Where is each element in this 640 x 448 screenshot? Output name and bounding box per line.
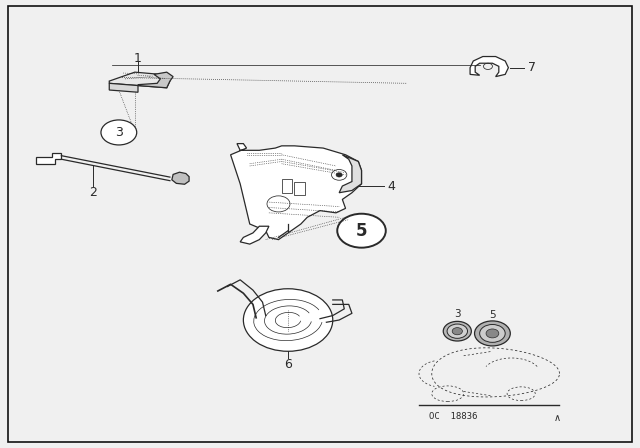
Text: 6: 6 bbox=[284, 358, 292, 371]
Bar bbox=[282, 179, 292, 193]
Polygon shape bbox=[470, 56, 508, 77]
Text: 3: 3 bbox=[115, 126, 123, 139]
Circle shape bbox=[452, 327, 463, 335]
Text: ∧: ∧ bbox=[554, 413, 561, 423]
Circle shape bbox=[447, 324, 467, 338]
Polygon shape bbox=[109, 83, 138, 92]
Text: 3: 3 bbox=[454, 309, 461, 319]
Circle shape bbox=[243, 289, 333, 351]
Circle shape bbox=[336, 172, 342, 177]
Polygon shape bbox=[109, 72, 170, 88]
Circle shape bbox=[444, 321, 471, 341]
Text: 2: 2 bbox=[90, 186, 97, 199]
Text: 4: 4 bbox=[387, 180, 395, 193]
Polygon shape bbox=[138, 72, 173, 88]
Polygon shape bbox=[230, 144, 362, 240]
Text: 5: 5 bbox=[489, 310, 496, 320]
Bar bbox=[294, 181, 305, 195]
Text: OC  18836: OC 18836 bbox=[429, 412, 477, 421]
Polygon shape bbox=[36, 152, 61, 164]
Circle shape bbox=[479, 324, 505, 342]
Polygon shape bbox=[339, 155, 362, 193]
Circle shape bbox=[101, 120, 137, 145]
Polygon shape bbox=[240, 226, 269, 244]
Text: 5: 5 bbox=[356, 222, 367, 240]
Text: 1: 1 bbox=[134, 52, 142, 65]
Circle shape bbox=[474, 321, 510, 346]
Text: 7: 7 bbox=[527, 61, 536, 74]
Polygon shape bbox=[172, 172, 189, 184]
Circle shape bbox=[337, 214, 386, 248]
Circle shape bbox=[486, 329, 499, 338]
